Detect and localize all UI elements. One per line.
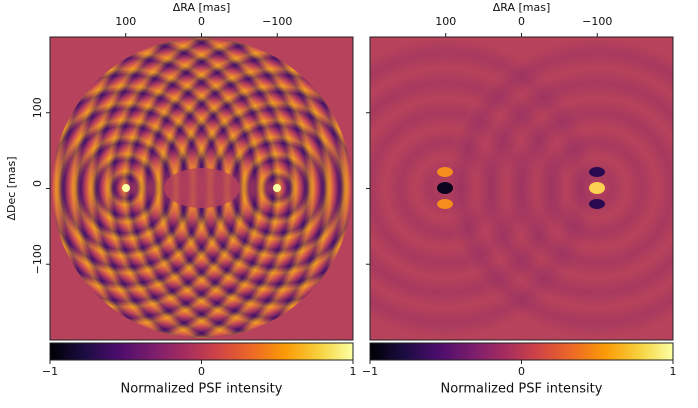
y-axis-label: ΔDec [mas]: [5, 156, 18, 220]
y-tick-label: 0: [31, 180, 44, 187]
x-tick-label: 100: [115, 15, 136, 28]
colorbar-label: Normalized PSF intensity: [121, 382, 283, 397]
psf-image: [50, 37, 353, 340]
colorbar-tick-label: 1: [350, 365, 357, 378]
colorbar-tick-label: 0: [198, 365, 205, 378]
x-tick-label: 0: [198, 15, 205, 28]
colorbar: [369, 342, 674, 361]
x-tick-label: −100: [262, 15, 292, 28]
y-tick-label: −100: [31, 244, 44, 274]
colorbar: [49, 342, 354, 361]
colorbar-label: Normalized PSF intensity: [441, 382, 603, 397]
x-tick-label: 0: [518, 15, 525, 28]
x-tick-label: −100: [582, 15, 612, 28]
colorbar-tick-label: −1: [42, 365, 58, 378]
x-axis-label: ΔRA [mas]: [173, 1, 231, 14]
x-axis-label: ΔRA [mas]: [493, 1, 551, 14]
colorbar-tick-label: −1: [362, 365, 378, 378]
x-tick-label: 100: [435, 15, 456, 28]
colorbar-tick-label: 0: [518, 365, 525, 378]
colorbar-tick-label: 1: [670, 365, 677, 378]
psf-difference-image: [370, 37, 673, 340]
y-tick-label: 100: [31, 97, 44, 118]
